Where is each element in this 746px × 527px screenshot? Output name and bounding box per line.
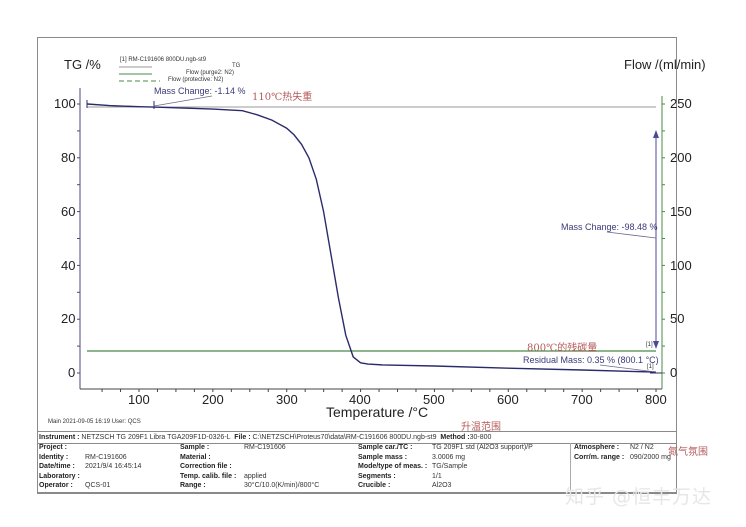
x-tick: 800 [645,392,667,407]
info-value: 30°C/10.0(K/min)/800°C [244,482,320,490]
info-label: Date/time : [39,463,75,471]
instrument-row: Instrument : NETZSCH TG 209F1 Libra TGA2… [39,434,491,441]
info-label: Sample : [180,444,210,451]
y-axis-title: TG /% [64,57,101,72]
file-value: C:\NETZSCH\Proteus70\data\RM-C191606 800… [252,434,437,441]
y-tick: 60 [61,204,76,219]
cn-annotation-110: 110℃热失重 [252,92,313,103]
instrument-label: Instrument : [39,434,80,441]
info-value: N2 / N2 [630,444,654,451]
info-label: Laboratory : [39,472,80,480]
legend-protective: Flow (protective: N2) [168,77,224,83]
info-label: Sample mass : [358,453,408,461]
info-label: Operator : [39,482,73,490]
cn-annotation-range: 升温范围 [461,422,501,433]
chart-frame [37,37,677,493]
y2-tick: 0 [670,365,678,380]
x-axis-title: Temperature /°C [326,404,429,420]
y2-tick: 50 [670,311,685,326]
mass-change-label-1: Mass Change: -1.14 % [154,86,246,96]
x-tick: 100 [128,392,150,407]
file-label: File : [234,434,251,441]
x-tick: 200 [202,392,224,407]
info-label: Range : [180,482,206,490]
footer-main: Main 2021-09-05 16:19 User: QCS [48,419,141,425]
x-tick: 500 [423,392,445,407]
y-tick: 40 [61,258,76,273]
x-tick: 700 [571,392,593,407]
y-tick: 20 [61,311,76,326]
info-value: 3.0006 mg [432,453,466,461]
info-label: Mode/type of meas. : [358,463,428,471]
info-label: Temp. calib. file : [180,472,237,480]
marker-1a: [1] [646,342,653,348]
method-value: 30-800 [469,434,492,441]
info-label: Segments : [358,472,396,480]
y2-tick: 100 [670,258,692,273]
y2-tick: 150 [670,204,692,219]
info-value: Al2O3 [432,482,452,490]
info-label: Atmosphere : [574,444,620,451]
info-label: Material : [180,453,211,461]
y-tick: 80 [61,150,76,165]
info-value: QCS-01 [85,482,111,490]
info-label: Corr/m. range : [574,453,625,461]
info-label: Correction file : [180,463,232,471]
info-value: 1/1 [432,472,442,480]
instrument-value: NETZSCH TG 209F1 Libra TGA209F1D-0326-L [81,434,231,441]
x-tick: 600 [497,392,519,407]
x-tick: 400 [349,392,371,407]
info-label: Crucible : [358,482,391,490]
cn-annotation-800: 800℃的残碳量 [527,343,598,354]
y2-tick: 200 [670,150,692,165]
marker-1b: [1] [647,364,654,370]
info-value: 2021/9/4 16:45:14 [85,463,142,471]
info-label: Identity : [39,453,69,461]
y-tick: 0 [68,365,76,380]
legend-title: [1] RM-C191606 800DU.ngb-st9 [120,57,207,63]
legend-tg: TG [232,63,241,69]
info-value: applied [244,472,267,480]
tg-curve [87,103,657,373]
cn-annotation-atmos: 氮气氛围 [668,447,708,458]
y2-tick: 250 [670,96,692,111]
info-label: Sample car./TC : [358,444,413,451]
y2-axis-title: Flow /(ml/min) [624,57,706,72]
info-value: 090/2000 mg [630,453,671,461]
info-value: TG/Sample [432,463,468,471]
info-value: TG 209F1 std (Al2O3 support)/P [432,444,533,451]
mass-change-label-2: Mass Change: -98.48 % [561,222,658,232]
y-tick: 100 [54,96,76,111]
info-value: RM-C191606 [85,453,127,461]
info-label: Project : [39,444,68,451]
watermark: 知乎 @恒丰万达 [565,486,713,508]
info-table: Instrument : NETZSCH TG 209F1 Libra TGA2… [37,431,677,494]
legend-purge: Flow (purge2: N2) [186,70,235,76]
info-value: RM-C191606 [244,444,286,451]
x-tick: 300 [276,392,298,407]
residual-mass-label: Residual Mass: 0.35 % (800.1 °C) [523,355,659,365]
method-label: Method : [440,434,470,441]
